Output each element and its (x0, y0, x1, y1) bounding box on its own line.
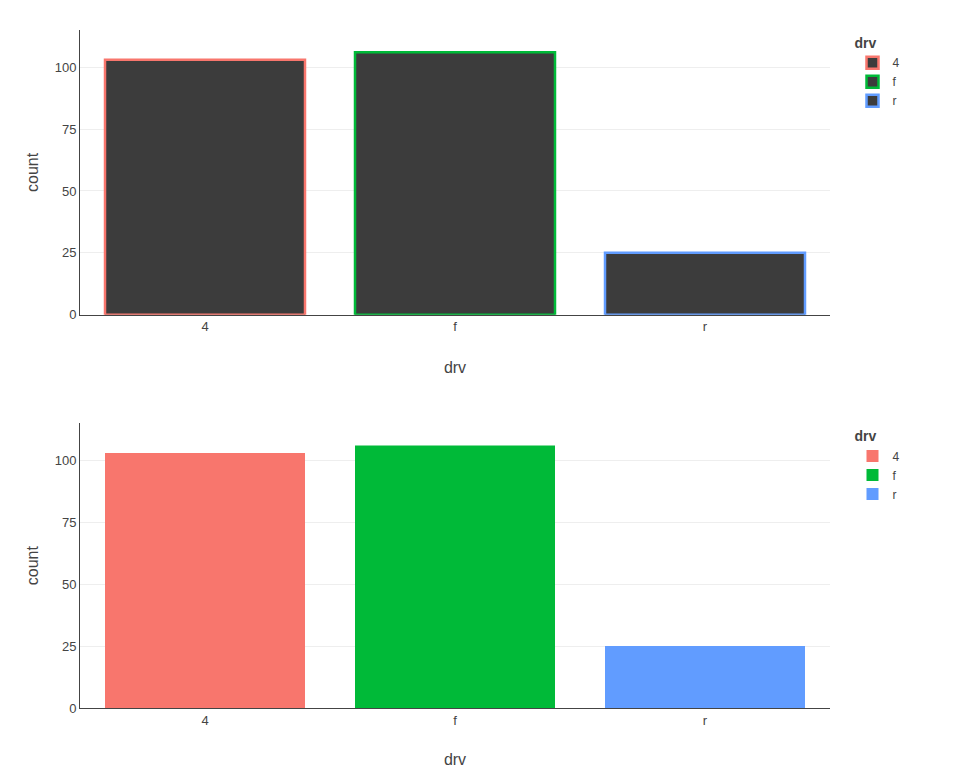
svg-text:50: 50 (62, 184, 76, 199)
svg-text:drv: drv (444, 751, 466, 768)
svg-text:4: 4 (201, 319, 208, 334)
svg-text:r: r (893, 94, 897, 108)
svg-text:f: f (453, 713, 457, 728)
svg-text:4: 4 (893, 56, 900, 70)
svg-text:count: count (24, 152, 41, 192)
svg-text:100: 100 (55, 453, 77, 468)
svg-text:r: r (703, 713, 708, 728)
svg-text:f: f (893, 75, 897, 89)
svg-text:50: 50 (62, 577, 76, 592)
svg-text:count: count (24, 545, 41, 585)
svg-text:25: 25 (62, 245, 76, 260)
svg-text:4: 4 (201, 713, 208, 728)
svg-text:100: 100 (55, 60, 77, 75)
svg-text:25: 25 (62, 639, 76, 654)
svg-text:0: 0 (69, 307, 76, 322)
svg-text:drv: drv (444, 359, 466, 376)
svg-text:f: f (893, 469, 897, 483)
svg-text:r: r (703, 319, 708, 334)
svg-text:f: f (453, 319, 457, 334)
svg-text:0: 0 (69, 701, 76, 716)
svg-text:drv: drv (855, 35, 877, 51)
svg-text:75: 75 (62, 515, 76, 530)
svg-text:75: 75 (62, 122, 76, 137)
svg-text:r: r (893, 488, 897, 502)
svg-text:4: 4 (893, 450, 900, 464)
svg-text:drv: drv (855, 428, 877, 444)
